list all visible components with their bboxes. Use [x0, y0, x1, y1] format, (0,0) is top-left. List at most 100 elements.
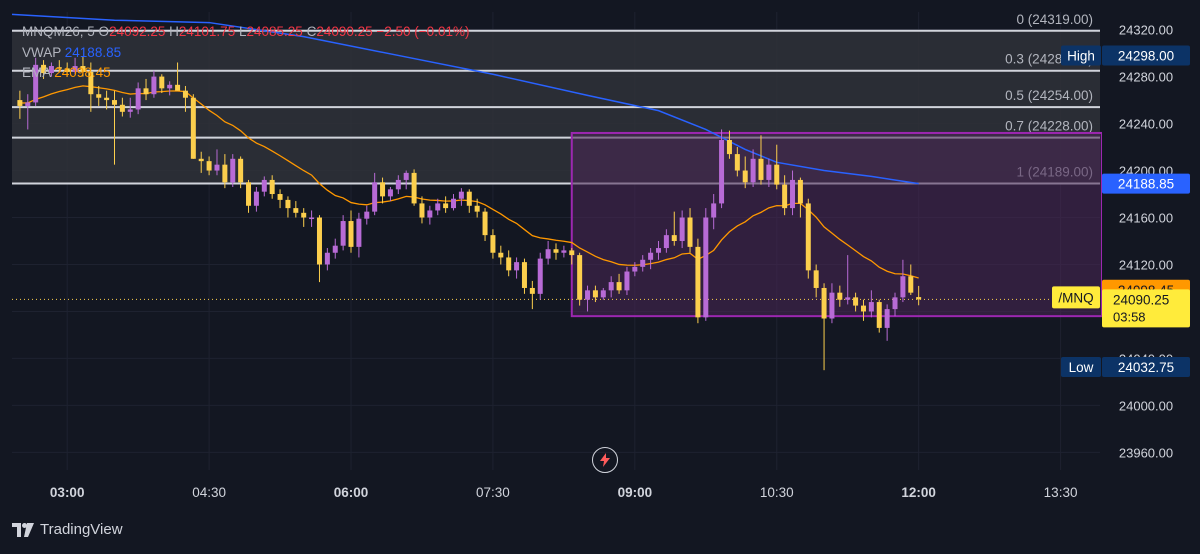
vwap-label: VWAP: [22, 44, 62, 60]
candle-body: [427, 210, 433, 218]
fib-level-label: 0.7 (24228.00): [1005, 119, 1093, 134]
fib-band: [12, 30, 1100, 71]
candle-body: [411, 172, 417, 204]
candle-body: [135, 88, 141, 110]
change-value: −2.50 (−0.01%): [376, 24, 470, 39]
symbol-interval[interactable]: MNQM26, 5: [22, 24, 95, 39]
price-axis: [1102, 0, 1200, 512]
candle-body: [663, 235, 669, 249]
candle-body: [380, 182, 386, 197]
vwap-price-tag-bg: [1102, 173, 1190, 194]
candle-body: [884, 309, 890, 328]
candle-body: [167, 84, 173, 89]
candle-body: [474, 205, 480, 212]
ema-legend-row[interactable]: EMA 24098.45: [22, 63, 469, 84]
candle-body: [356, 218, 362, 247]
candle-body: [64, 68, 70, 72]
candle-body: [72, 66, 78, 72]
low-label: L: [238, 24, 247, 39]
candle-body: [860, 305, 866, 312]
candle-body: [797, 179, 803, 204]
candle-body: [111, 100, 117, 105]
brand-name: TradingView: [40, 521, 123, 538]
candle-body: [104, 97, 110, 101]
candle-body: [33, 64, 39, 103]
high-value: 24101.75: [178, 24, 236, 39]
candle-body: [119, 104, 125, 112]
candle-body: [514, 262, 520, 271]
candle-body: [159, 76, 165, 89]
time-axis: [0, 472, 1102, 512]
candle-body: [214, 164, 220, 171]
candle-body: [916, 297, 922, 300]
candle-body: [230, 158, 236, 183]
y-tick-label: 24240.00: [1119, 117, 1173, 132]
candle-body: [332, 245, 338, 253]
ohlc-legend-row: MNQM26, 5 O24092.25 H24101.75 L24085.25 …: [22, 22, 469, 43]
candle-body: [498, 252, 504, 258]
candle-body: [490, 235, 496, 253]
candle-body: [837, 292, 843, 300]
high-tag-bg: [1061, 45, 1101, 66]
high-label: H: [169, 24, 179, 39]
candle-body: [285, 199, 291, 209]
high-price-tag-bg: [1102, 45, 1190, 66]
close-label: C: [306, 24, 317, 39]
candle-body: [143, 88, 149, 95]
candle-body: [277, 194, 283, 200]
candle-body: [616, 282, 622, 291]
last-price-value: 24090.25: [1113, 292, 1169, 307]
candle-body: [561, 250, 567, 253]
candle-body: [96, 94, 102, 98]
y-tick-label: 24160.00: [1119, 211, 1173, 226]
candle-body: [56, 67, 62, 69]
lightning-icon[interactable]: [592, 447, 618, 473]
y-tick-label: 23960.00: [1119, 445, 1173, 460]
x-tick-label: 03:00: [50, 485, 85, 500]
low-tag-label: Low: [1069, 360, 1094, 375]
candle-body: [301, 212, 307, 218]
candle-body: [466, 191, 472, 206]
candle-body: [782, 184, 788, 209]
fib-level-label: 0 (24319.00): [1016, 12, 1093, 27]
open-value: 24092.25: [109, 24, 166, 39]
candle-body: [853, 297, 859, 306]
candle-body: [41, 64, 47, 74]
symbol-tag-bg: [1052, 286, 1100, 309]
candle-body: [48, 66, 54, 74]
candle-body: [80, 66, 86, 72]
rectangle-drawing: [570, 131, 1103, 318]
candle-body: [813, 270, 819, 288]
candle-body: [364, 211, 370, 219]
vwap-line: [11, 13, 919, 185]
candle-body: [482, 211, 488, 236]
candle-body: [900, 276, 906, 298]
ema-value: 24098.45: [54, 65, 111, 80]
candle-body: [640, 259, 646, 267]
candle-body: [805, 203, 811, 271]
candle-body: [648, 252, 654, 260]
x-tick-label: 04:30: [192, 485, 226, 500]
tradingview-brand[interactable]: TradingView: [12, 521, 123, 538]
symbol-tag-label: /MNQ: [1058, 290, 1093, 305]
candle-body: [127, 109, 133, 112]
candle-body: [151, 76, 157, 95]
candle-body: [269, 179, 275, 195]
vwap-price-tag-value: 24188.85: [1118, 177, 1174, 192]
vwap-legend-row[interactable]: VWAP 24188.85: [22, 43, 469, 64]
x-tick-label: 12:00: [901, 485, 936, 500]
candle-body: [182, 90, 188, 98]
x-tick-label: 06:00: [334, 485, 369, 500]
candle-body: [451, 198, 457, 209]
chart-legend: MNQM26, 5 O24092.25 H24101.75 L24085.25 …: [22, 22, 469, 84]
candle-body: [695, 246, 701, 318]
candle-body: [655, 248, 661, 253]
candle-body: [443, 203, 449, 209]
low-tag-bg: [1061, 356, 1101, 377]
candle-body: [458, 191, 464, 199]
candle-body: [711, 203, 717, 218]
candle-body: [25, 102, 31, 106]
close-value: 24090.25: [316, 24, 373, 39]
y-tick-label: 24120.00: [1119, 257, 1173, 272]
